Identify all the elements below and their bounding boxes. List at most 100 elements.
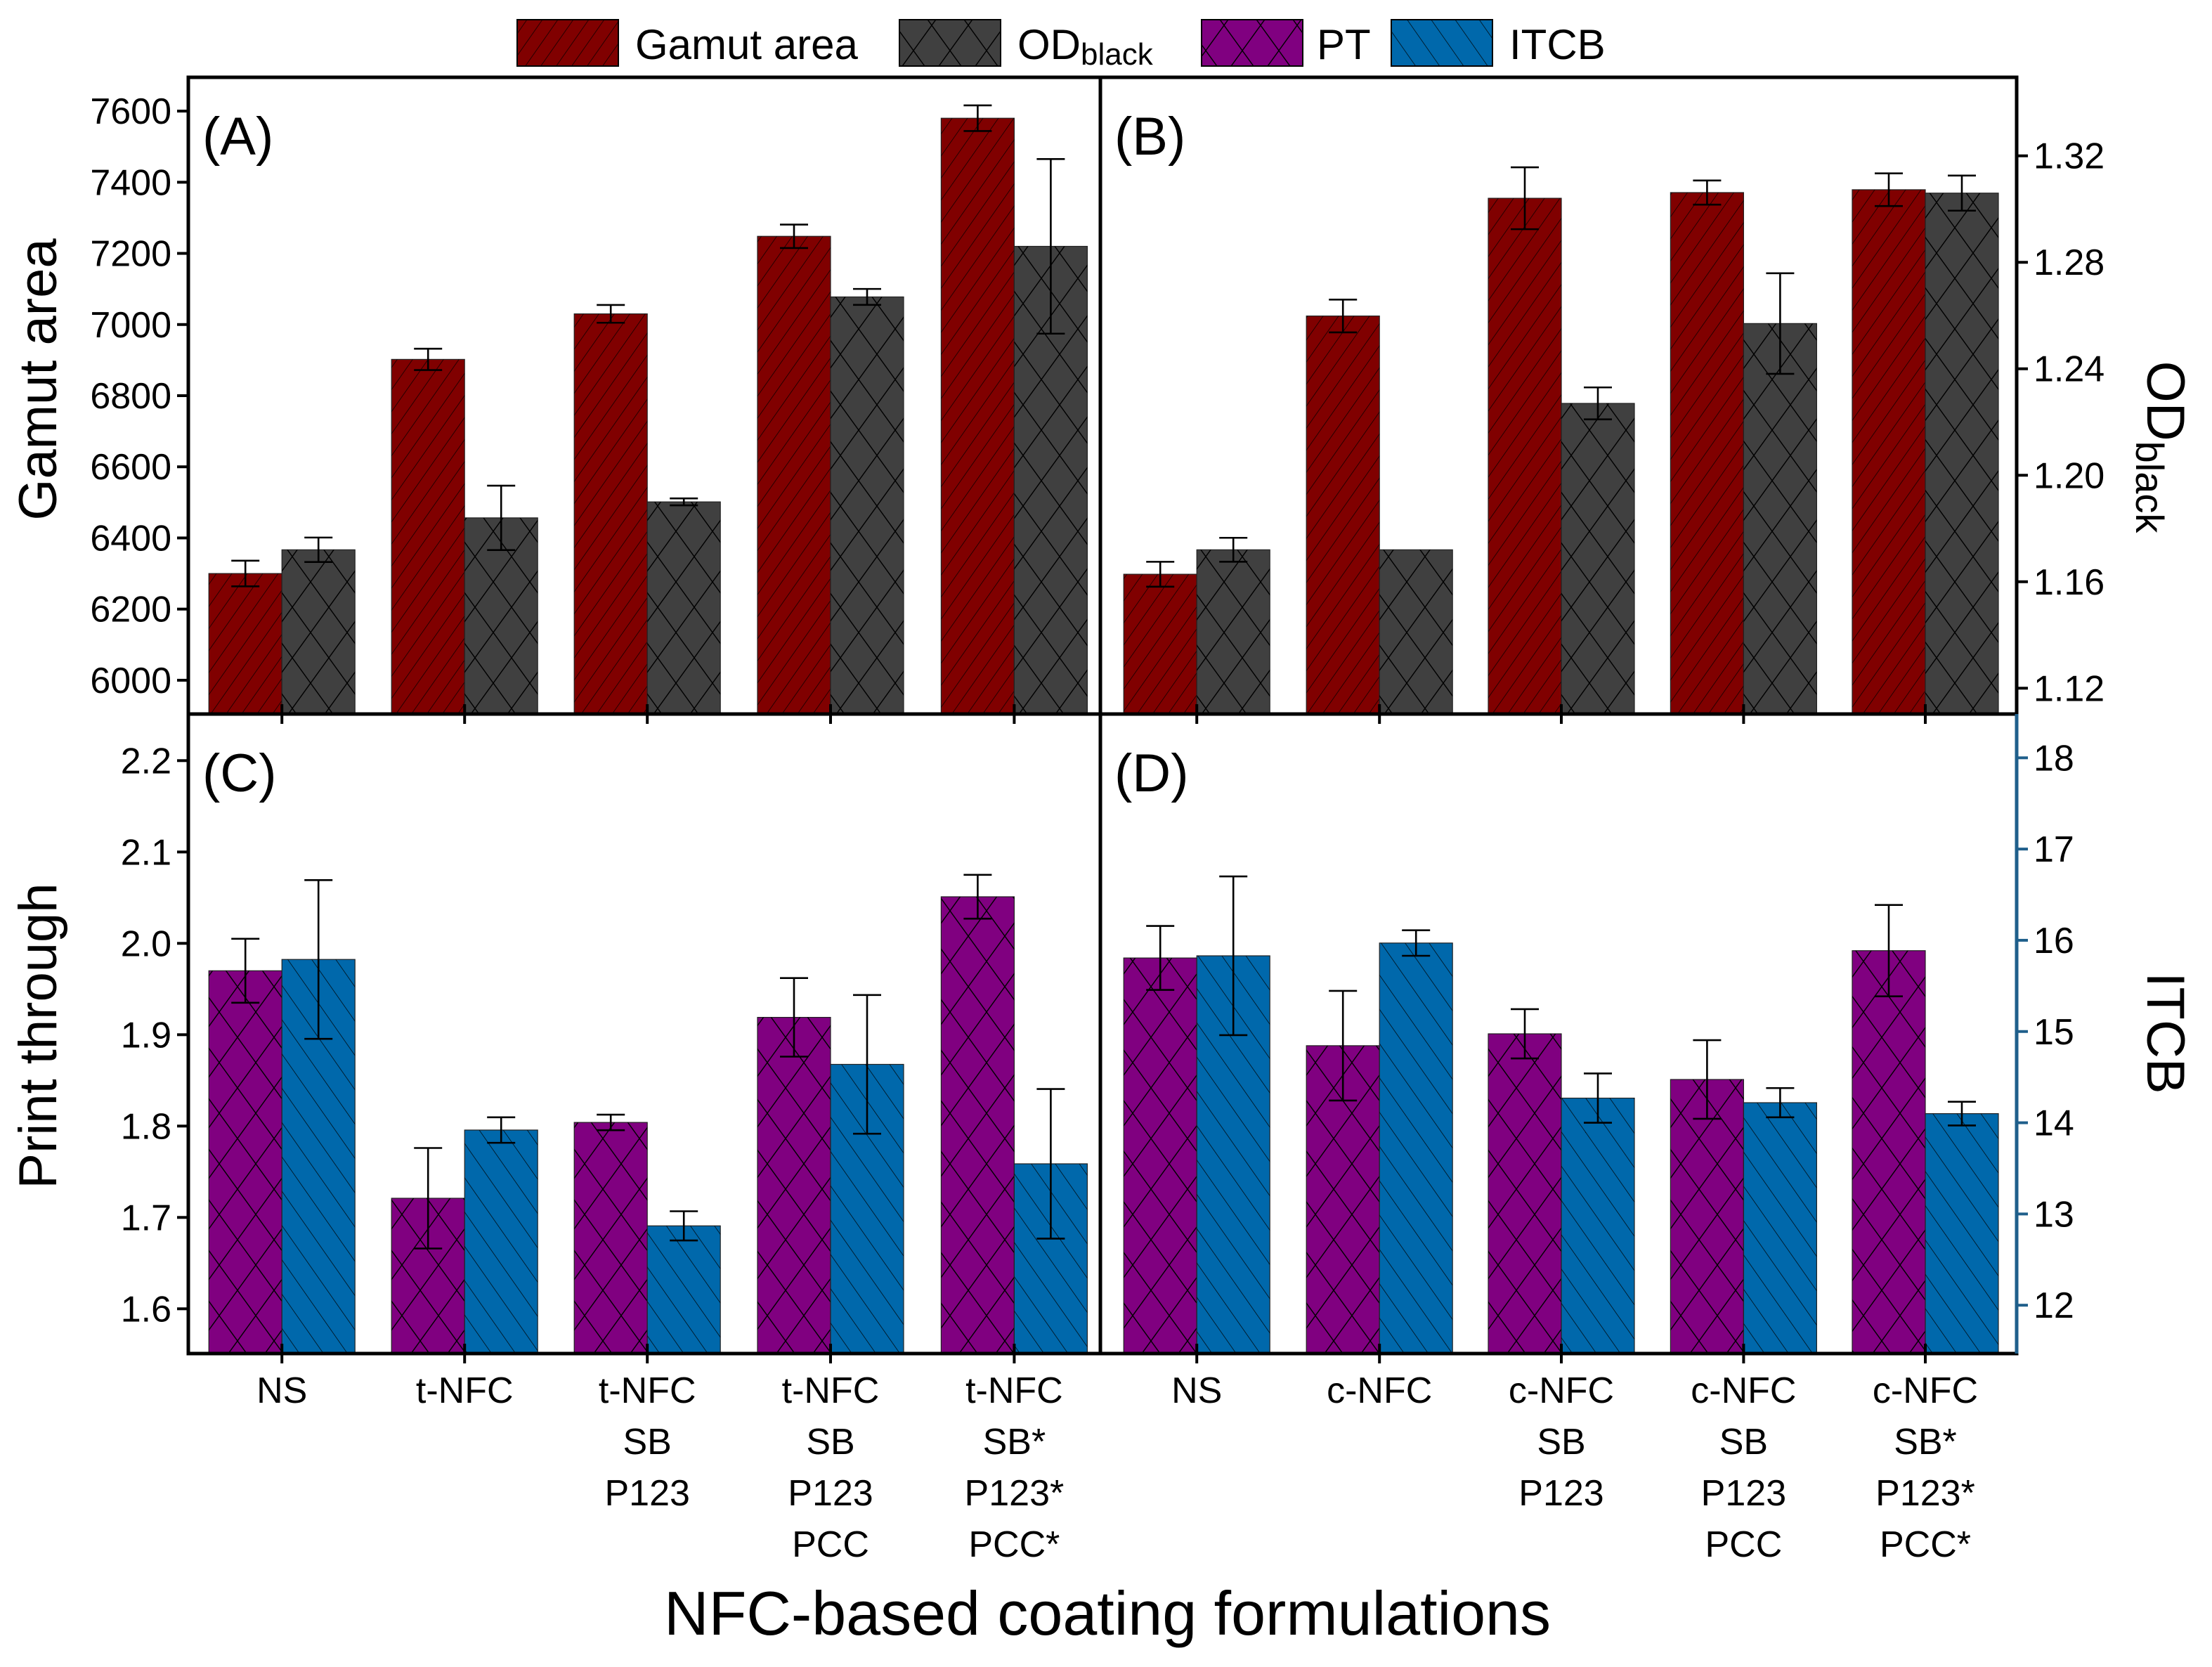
y-tick-label: 2.0	[121, 923, 171, 964]
y-tick-label: 1.32	[2034, 136, 2104, 177]
bar-pattern	[1379, 942, 1453, 1354]
bar-pattern	[757, 236, 831, 714]
error-bar	[1948, 174, 1976, 212]
bar-pattern	[647, 502, 721, 714]
error-bar	[670, 1210, 698, 1242]
legend-swatch-od-pattern	[899, 19, 1001, 67]
y-axis-label-itcb: ITCB	[2135, 972, 2195, 1094]
x-tick-label: P123	[788, 1473, 873, 1514]
x-tick-label: t-NFC	[599, 1370, 696, 1411]
bar-pattern	[831, 297, 904, 714]
x-tick-label: PCC*	[968, 1524, 1060, 1565]
y-tick-label: 1.8	[121, 1106, 171, 1147]
bar-pattern	[757, 1017, 831, 1354]
y-axis-pt: 1.6 1.7 1.8 1.9 2.0 2.1 2.2	[121, 741, 188, 1330]
x-tick-label: t-NFC	[416, 1370, 514, 1411]
y-tick-label: 15	[2034, 1012, 2074, 1053]
y-tick-label: 12	[2034, 1285, 2074, 1326]
error-bar	[1875, 904, 1903, 997]
panel-label: (B)	[1114, 107, 1185, 167]
error-bar	[853, 287, 881, 306]
bar-pattern	[1670, 1079, 1744, 1354]
y-tick-label: 1.12	[2034, 668, 2104, 709]
bar-pattern	[574, 313, 648, 715]
bar-pattern	[1852, 189, 1925, 714]
x-tick-label: c-NFC	[1327, 1370, 1432, 1411]
bar-pattern	[647, 1226, 721, 1354]
y-tick-label: 6000	[90, 661, 171, 701]
x-tick-label: PCC	[1705, 1524, 1783, 1565]
y-axis-label-print-through: Print through	[8, 883, 68, 1188]
y-tick-label: 1.16	[2034, 562, 2104, 603]
error-bar	[780, 977, 808, 1058]
y-axis-label-od-sub: black	[2128, 441, 2172, 534]
y-tick-label: 6800	[90, 376, 171, 417]
error-bar	[1875, 172, 1903, 207]
bar-pattern	[1561, 1098, 1634, 1354]
y-axis-od: 1.12 1.16 1.20 1.24 1.28 1.32	[2017, 136, 2104, 709]
y-axis-itcb: 12 13 14 15 16 17 18	[2015, 714, 2074, 1354]
error-bar	[1146, 925, 1175, 991]
y-tick-label: 1.7	[121, 1198, 171, 1238]
x-tick-label: c-NFC	[1873, 1370, 1978, 1411]
panel-a: (A)	[186, 75, 1102, 724]
bar-pattern	[1743, 1103, 1817, 1354]
bar-pattern	[391, 359, 465, 714]
bar-pattern	[1670, 192, 1744, 714]
error-bar	[304, 536, 333, 564]
error-bar	[1693, 179, 1722, 206]
y-tick-label: 13	[2034, 1194, 2074, 1235]
panel-b: (B)	[1098, 75, 2019, 724]
x-tick-label: P123	[1701, 1473, 1786, 1514]
x-tick-label: P123	[1518, 1473, 1603, 1514]
legend-swatch-gamut-pattern	[516, 19, 619, 67]
error-bar	[1036, 1088, 1065, 1240]
panel-c: (C) NS t-NFC t-NFC SB P123 t-NFC SB P123 PCC t-NFC…	[186, 712, 1102, 1565]
x-tick-label: SB	[806, 1422, 854, 1462]
y-tick-label: 18	[2034, 738, 2074, 779]
legend-label-gamut: Gamut area	[635, 21, 858, 68]
x-tick-label: PCC	[792, 1524, 869, 1565]
error-bar	[304, 878, 333, 1040]
error-bar	[780, 223, 808, 249]
x-tick-label: P123*	[965, 1473, 1065, 1514]
y-tick-label: 1.6	[121, 1289, 171, 1330]
panel-label: (A)	[202, 107, 273, 167]
bar-pattern	[1488, 1034, 1561, 1354]
x-tick-label: t-NFC	[965, 1370, 1063, 1411]
y-tick-label: 1.24	[2034, 349, 2104, 390]
y-tick-label: 6200	[90, 590, 171, 630]
x-axis-title: NFC-based coating formulations	[664, 1578, 1551, 1648]
error-bar	[597, 304, 625, 324]
y-tick-label: 2.2	[121, 741, 171, 781]
bar-pattern	[1488, 198, 1561, 715]
legend: Gamut area ODblack PT ITCB	[516, 19, 1606, 72]
y-axis-label-od: ODblack	[2128, 361, 2195, 534]
y-tick-label: 2.1	[121, 832, 171, 873]
legend-label-od: ODblack	[1017, 21, 1154, 72]
error-bar	[414, 1147, 443, 1250]
bar-pattern	[941, 897, 1015, 1354]
bar-pattern	[1925, 193, 1998, 714]
legend-label-itcb: ITCB	[1509, 21, 1606, 68]
legend-label-od-main: OD	[1017, 21, 1081, 68]
y-tick-label: 16	[2034, 921, 2074, 961]
y-axis-gamut: 6000 6200 6400 6600 6800 7000 7200 7400 7600	[90, 91, 188, 701]
bar-pattern	[1379, 550, 1453, 714]
x-tick-label: SB*	[1894, 1422, 1957, 1462]
error-bar	[1584, 386, 1612, 421]
error-bar	[1329, 990, 1358, 1102]
error-bar	[1766, 1087, 1795, 1119]
bar-pattern	[1124, 958, 1197, 1354]
bar-pattern	[464, 1129, 538, 1354]
error-bar	[597, 1113, 625, 1131]
error-bar	[1693, 1039, 1722, 1120]
error-bar	[231, 938, 260, 1004]
bar-pattern	[941, 118, 1015, 714]
bar-pattern	[209, 971, 282, 1354]
x-tick-label: SB	[623, 1422, 672, 1462]
panel-label: (D)	[1114, 744, 1189, 803]
y-tick-label: 1.20	[2034, 455, 2104, 496]
y-tick-label: 1.9	[121, 1015, 171, 1056]
error-bar	[231, 559, 260, 588]
